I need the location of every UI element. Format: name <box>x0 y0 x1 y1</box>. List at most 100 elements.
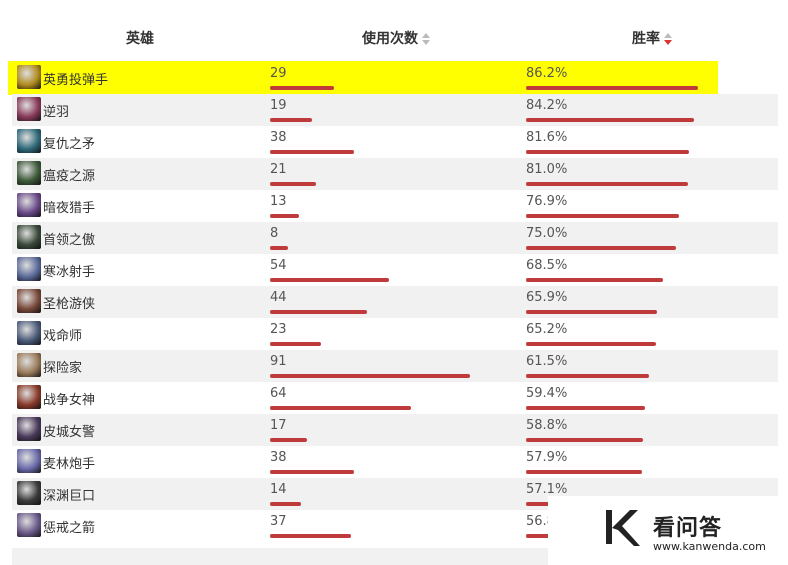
hero-avatar-icon[interactable] <box>17 449 41 473</box>
table-row[interactable]: 暗夜猎手 13 76.9% <box>12 190 778 222</box>
hero-avatar-icon[interactable] <box>17 481 41 505</box>
hero-avatar-icon[interactable] <box>17 385 41 409</box>
table-row[interactable]: 复仇之矛 38 81.6% <box>12 126 778 158</box>
hero-name[interactable]: 复仇之矛 <box>43 137 96 152</box>
uses-value: 64 <box>270 386 287 401</box>
hero-name[interactable]: 战争女神 <box>43 393 96 408</box>
watermark-logo-icon <box>606 510 640 546</box>
table-row[interactable]: 战争女神 64 59.4% <box>12 382 778 414</box>
uses-value: 44 <box>270 290 287 305</box>
uses-bar <box>270 406 411 410</box>
hero-name[interactable]: 瘟疫之源 <box>43 169 96 184</box>
hero-avatar-icon[interactable] <box>17 225 41 249</box>
hero-name[interactable]: 惩戒之箭 <box>43 521 96 536</box>
table-row[interactable]: 寒冰射手 54 68.5% <box>12 254 778 286</box>
hero-name[interactable]: 逆羽 <box>43 105 70 120</box>
uses-value: 13 <box>270 194 287 209</box>
hero-avatar-icon[interactable] <box>17 289 41 313</box>
uses-bar <box>270 438 307 442</box>
hero-avatar-icon[interactable] <box>17 353 41 377</box>
uses-value: 21 <box>270 162 287 177</box>
uses-bar <box>270 470 354 474</box>
winrate-value: 57.9% <box>526 450 568 465</box>
hero-avatar-icon[interactable] <box>17 65 41 89</box>
hero-avatar-icon[interactable] <box>17 417 41 441</box>
hero-name[interactable]: 寒冰射手 <box>43 265 96 280</box>
winrate-column-label: 胜率 <box>632 31 660 47</box>
table-row[interactable]: 首领之傲 8 75.0% <box>12 222 778 254</box>
hero-name[interactable]: 英勇投弹手 <box>43 73 109 88</box>
table-row[interactable]: 探险家 91 61.5% <box>12 350 778 382</box>
winrate-value: 75.0% <box>526 226 568 241</box>
hero-avatar-icon[interactable] <box>17 161 41 185</box>
uses-bar <box>270 278 389 282</box>
uses-value: 29 <box>270 66 287 81</box>
winrate-bar <box>526 438 643 442</box>
winrate-value: 81.6% <box>526 130 568 145</box>
winrate-column-header[interactable]: 胜率 <box>632 28 672 48</box>
uses-bar <box>270 246 288 250</box>
table-row[interactable]: 圣枪游侠 44 65.9% <box>12 286 778 318</box>
hero-avatar-icon[interactable] <box>17 97 41 121</box>
hero-name[interactable]: 探险家 <box>43 361 83 376</box>
uses-value: 23 <box>270 322 287 337</box>
table-row[interactable]: 英勇投弹手 29 86.2% <box>8 61 778 95</box>
watermark-title: 看问答 <box>653 516 723 541</box>
winrate-value: 65.9% <box>526 290 568 305</box>
sort-icon[interactable] <box>422 33 430 45</box>
hero-avatar-icon[interactable] <box>17 129 41 153</box>
uses-value: 14 <box>270 482 287 497</box>
winrate-value: 81.0% <box>526 162 568 177</box>
table-row[interactable]: 深渊巨口 14 57.1% <box>12 478 778 510</box>
uses-bar <box>270 534 351 538</box>
hero-avatar-icon[interactable] <box>17 193 41 217</box>
hero-avatar-icon[interactable] <box>17 257 41 281</box>
winrate-bar <box>526 310 657 314</box>
winrate-bar <box>526 214 679 218</box>
winrate-value: 57.1% <box>526 482 568 497</box>
sort-desc-icon[interactable] <box>664 33 672 45</box>
hero-avatar-icon[interactable] <box>17 321 41 345</box>
table-row[interactable]: 瘟疫之源 21 81.0% <box>12 158 778 190</box>
winrate-value: 84.2% <box>526 98 568 113</box>
table-row[interactable]: 逆羽 19 84.2% <box>12 94 778 126</box>
winrate-bar <box>526 374 649 378</box>
hero-name[interactable]: 戏命师 <box>43 329 83 344</box>
winrate-value: 68.5% <box>526 258 568 273</box>
uses-bar <box>270 310 367 314</box>
hero-name[interactable]: 皮城女警 <box>43 425 96 440</box>
watermark-url: www.kanwenda.com <box>653 540 766 553</box>
table-row[interactable]: 戏命师 23 65.2% <box>12 318 778 350</box>
table-row[interactable]: 麦林炮手 38 57.9% <box>12 446 778 478</box>
row-background <box>12 254 778 286</box>
table-row[interactable]: 皮城女警 17 58.8% <box>12 414 778 446</box>
winrate-bar <box>526 118 694 122</box>
winrate-bar <box>526 246 676 250</box>
hero-avatar-icon[interactable] <box>17 513 41 537</box>
hero-name[interactable]: 麦林炮手 <box>43 457 96 472</box>
winrate-bar <box>526 406 645 410</box>
winrate-bar <box>526 278 663 282</box>
uses-value: 54 <box>270 258 287 273</box>
hero-name[interactable]: 首领之傲 <box>43 233 96 248</box>
uses-bar <box>270 342 321 346</box>
hero-column-header[interactable]: 英雄 <box>126 31 154 47</box>
table-header: 英雄 使用次数 胜率 <box>0 0 788 62</box>
hero-name[interactable]: 深渊巨口 <box>43 489 96 504</box>
winrate-value: 58.8% <box>526 418 568 433</box>
uses-value: 17 <box>270 418 287 433</box>
winrate-bar <box>526 470 642 474</box>
winrate-bar <box>526 150 689 154</box>
winrate-value: 61.5% <box>526 354 568 369</box>
row-background <box>12 446 778 478</box>
uses-bar <box>270 374 470 378</box>
uses-bar <box>270 118 312 122</box>
watermark: 看问答 www.kanwenda.com <box>548 496 788 565</box>
winrate-value: 56.8 <box>526 514 555 529</box>
uses-column-header[interactable]: 使用次数 <box>362 28 430 48</box>
uses-value: 91 <box>270 354 287 369</box>
hero-name[interactable]: 圣枪游侠 <box>43 297 96 312</box>
uses-value: 37 <box>270 514 287 529</box>
winrate-value: 65.2% <box>526 322 568 337</box>
hero-name[interactable]: 暗夜猎手 <box>43 201 96 216</box>
